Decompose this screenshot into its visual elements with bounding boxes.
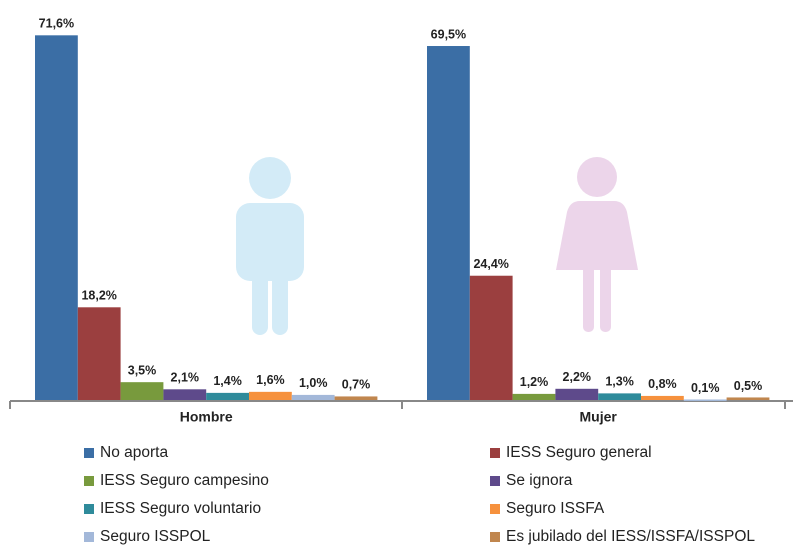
legend-label: Seguro ISSPOL (100, 528, 211, 545)
legend-swatch (84, 532, 94, 542)
legend-label: IESS Seguro voluntario (100, 500, 261, 517)
legend-swatch (84, 448, 94, 458)
man-icon (236, 157, 304, 335)
x-tick-label: Hombre (180, 409, 233, 425)
value-label: 0,8% (648, 377, 677, 391)
value-label: 3,5% (128, 363, 157, 377)
bar (120, 382, 164, 400)
legend-label: Es jubilado del IESS/ISSFA/ISSPOL (506, 528, 755, 545)
bar (683, 399, 727, 401)
bar (206, 392, 249, 400)
legend-swatch (490, 504, 500, 514)
legend-swatch (84, 504, 94, 514)
bar (427, 46, 470, 400)
legend-label: Se ignora (506, 472, 573, 489)
legend-label: Seguro ISSFA (506, 500, 605, 517)
value-label: 0,7% (342, 378, 371, 392)
legend-swatch (84, 476, 94, 486)
value-label: 1,6% (256, 373, 285, 387)
woman-icon (556, 157, 638, 332)
bar (469, 275, 513, 400)
value-label: 1,0% (299, 376, 328, 390)
value-label: 1,2% (520, 375, 549, 389)
value-label: 1,4% (213, 374, 242, 388)
value-label: 0,5% (734, 379, 763, 393)
legend-swatch (490, 532, 500, 542)
legend-label: No aporta (100, 444, 168, 461)
value-label: 1,3% (605, 375, 634, 389)
bar (163, 389, 207, 400)
value-label: 2,1% (171, 371, 200, 385)
x-tick-label: Mujer (580, 409, 618, 425)
legend-swatch (490, 476, 500, 486)
legend-swatch (490, 448, 500, 458)
bar (249, 391, 292, 400)
value-label: 69,5% (431, 27, 466, 41)
value-label: 71,6% (39, 17, 74, 31)
legend-label: IESS Seguro campesino (100, 472, 269, 489)
bar (555, 388, 599, 400)
bar (641, 395, 684, 400)
bar (726, 397, 770, 400)
value-label: 24,4% (473, 257, 508, 271)
value-label: 2,2% (563, 370, 592, 384)
bar (77, 307, 121, 400)
bar (291, 394, 335, 400)
legend-label: IESS Seguro general (506, 444, 652, 461)
bar (598, 393, 641, 400)
bar (512, 393, 556, 400)
bar (35, 35, 78, 401)
value-label: 0,1% (691, 381, 720, 395)
value-label: 18,2% (81, 289, 116, 303)
bar (334, 396, 378, 400)
